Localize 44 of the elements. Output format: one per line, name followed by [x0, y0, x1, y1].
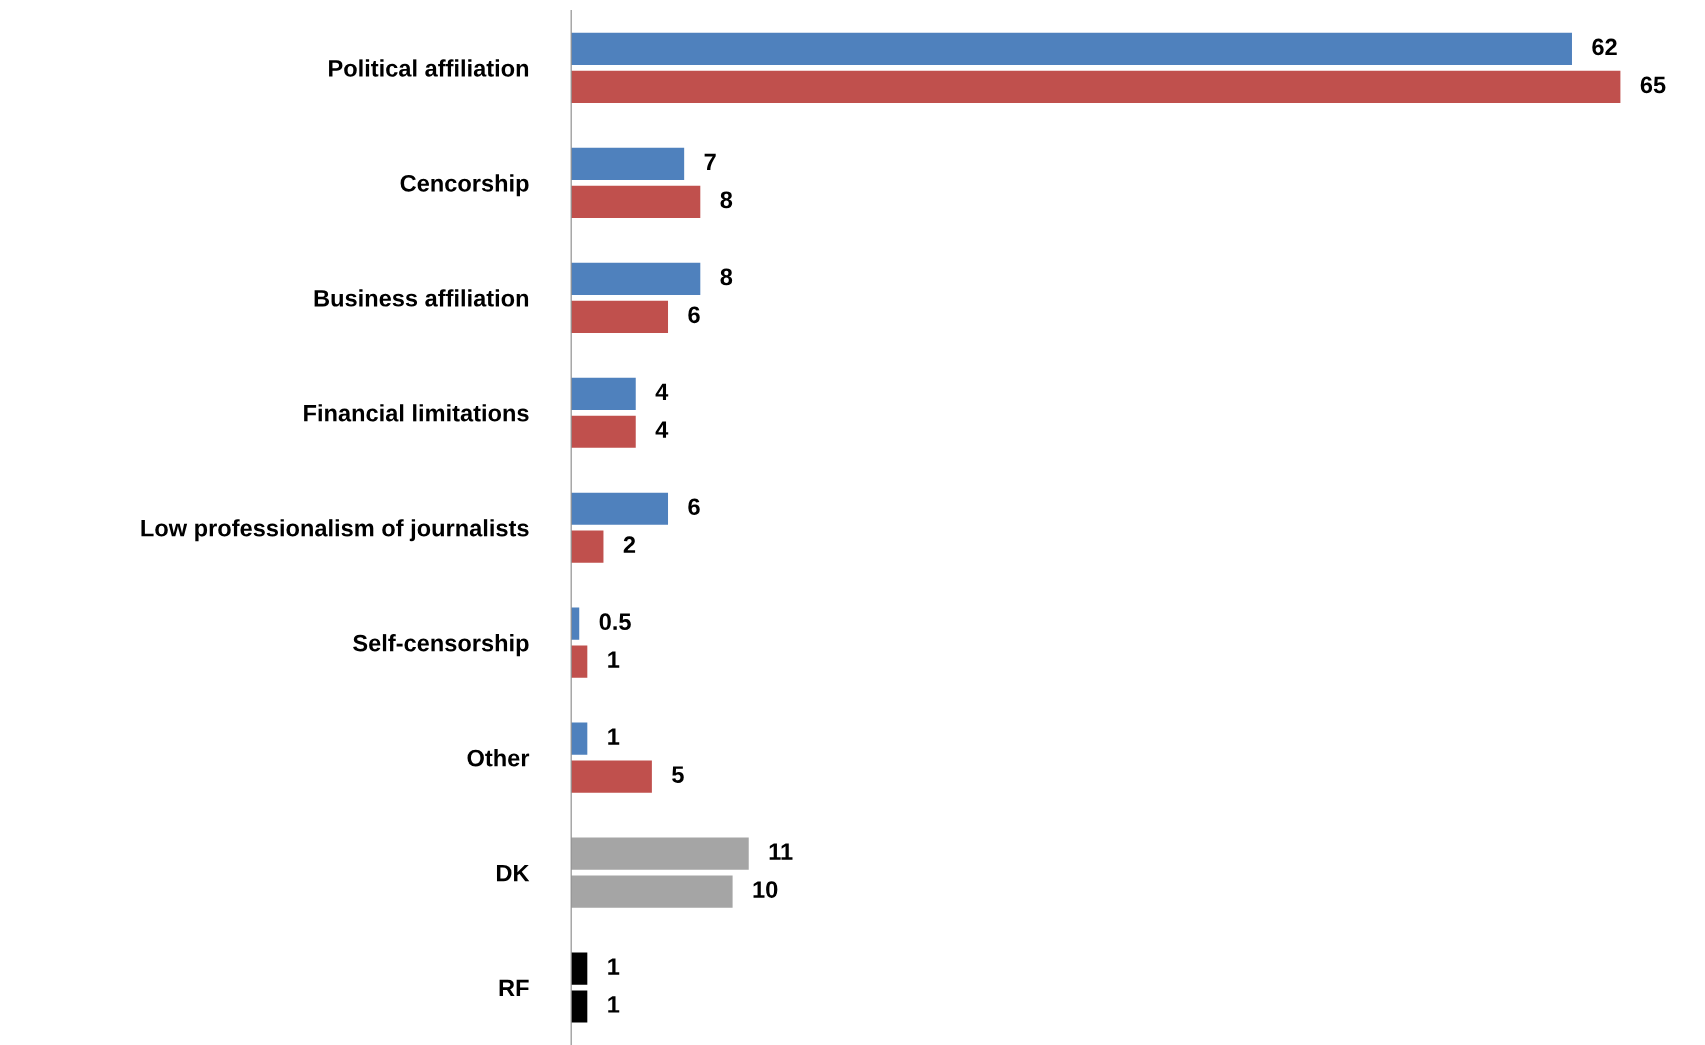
- data-label: 4: [655, 383, 669, 400]
- bar: [571, 492, 669, 525]
- data-label: 1: [608, 728, 620, 745]
- y-tick-label: Business affiliation: [314, 289, 529, 307]
- y-tick-label: Cencorship: [400, 174, 529, 197]
- data-label: 8: [720, 268, 733, 286]
- bar: [571, 875, 733, 908]
- data-label: 62: [1592, 38, 1617, 56]
- y-tick-label: RF: [499, 979, 529, 997]
- bar: [571, 530, 604, 563]
- data-label: 1: [608, 651, 620, 668]
- data-label: 11: [769, 843, 793, 860]
- y-tick-label: Low professionalism of journalists: [141, 519, 529, 542]
- data-label: 0.5: [599, 613, 631, 631]
- bar: [571, 722, 588, 755]
- bar: [571, 262, 701, 295]
- data-label: 7: [704, 153, 716, 171]
- bar: [571, 415, 636, 448]
- bar: [571, 70, 1621, 103]
- data-label: 8: [720, 191, 733, 209]
- bar: [571, 990, 588, 1023]
- bar: [571, 645, 588, 678]
- bar: [571, 300, 669, 333]
- bar: [571, 185, 701, 218]
- bar: [571, 837, 749, 870]
- data-label: 1: [608, 996, 620, 1013]
- y-tick-label: Other: [467, 749, 530, 767]
- bar: [571, 952, 588, 985]
- y-tick-label: DK: [496, 864, 530, 882]
- y-tick-label: Political affiliation: [329, 59, 529, 77]
- data-label: 6: [688, 498, 700, 516]
- bar: [571, 760, 652, 793]
- y-tick-label: Financial limitations: [304, 404, 529, 422]
- bar: [571, 147, 685, 180]
- data-label: 4: [655, 421, 669, 438]
- data-label: 6: [688, 306, 700, 324]
- bar: [571, 377, 636, 410]
- data-label: 2: [623, 536, 636, 553]
- data-label: 65: [1640, 76, 1666, 94]
- bar: [571, 32, 1572, 66]
- data-label: 10: [753, 881, 778, 898]
- y-tick-label: Self-censorship: [353, 634, 529, 657]
- data-label: 5: [672, 766, 684, 783]
- data-label: 1: [608, 958, 620, 975]
